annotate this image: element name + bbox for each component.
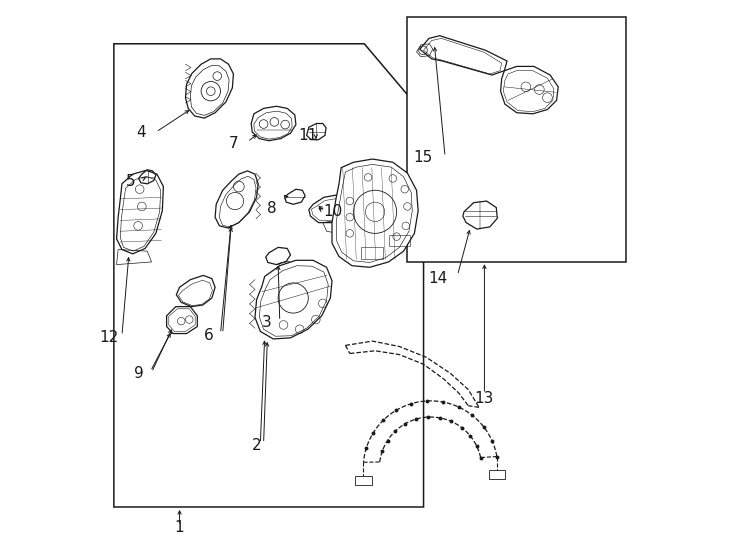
Text: 15: 15 [413, 151, 433, 165]
Text: 12: 12 [99, 330, 118, 345]
Text: 11: 11 [298, 128, 317, 143]
Text: 14: 14 [429, 271, 448, 286]
Polygon shape [255, 260, 332, 339]
Text: 13: 13 [475, 390, 494, 406]
Text: 1: 1 [175, 520, 184, 535]
Text: 4: 4 [137, 125, 146, 140]
Text: 2: 2 [252, 437, 261, 453]
Text: 8: 8 [267, 200, 277, 215]
Text: 6: 6 [204, 328, 214, 343]
Text: 10: 10 [323, 204, 342, 219]
Text: 3: 3 [261, 315, 271, 330]
Bar [407, 17, 625, 262]
Polygon shape [332, 159, 418, 267]
Text: 5: 5 [126, 174, 135, 188]
Polygon shape [114, 44, 424, 507]
Text: 7: 7 [229, 136, 239, 151]
Text: 9: 9 [134, 366, 143, 381]
